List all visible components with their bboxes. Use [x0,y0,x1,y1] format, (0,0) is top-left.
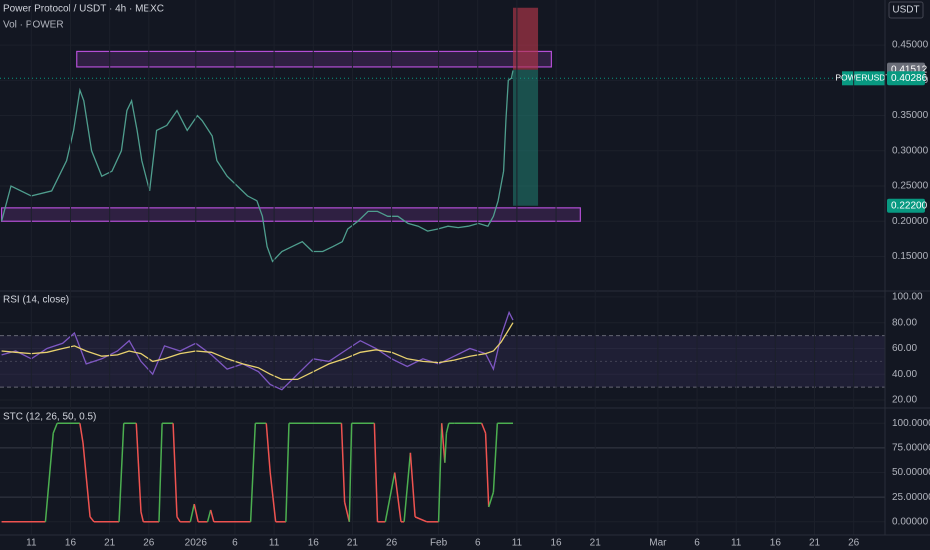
stc-segment [140,511,145,522]
tag-name-box [842,71,885,86]
stc-segment [393,472,402,522]
currency-button[interactable] [888,1,924,19]
stc-segment [52,422,58,434]
stc-segment [135,423,142,512]
stc-segment [445,423,450,434]
x-tick-label: 26 [848,538,860,549]
stc-segment [373,423,379,522]
zone [0,207,581,222]
x-tick-label: Feb [430,538,448,549]
price-tag-label: 0.41512 [891,64,928,75]
y-tick-label: 0.00000 [892,516,929,527]
stc-segment [348,423,353,522]
stc-segment [340,423,346,503]
tag-name: POWERUSDT [835,73,890,83]
x-tick-label: 21 [590,538,602,549]
stc-segment [193,503,199,522]
stc-segment [403,452,412,522]
y-tick-label: 0.35000 [892,110,929,121]
y-tick-label: 50.00000 [892,467,930,478]
stc-segment [172,423,178,517]
x-tick-label: 6 [232,538,238,549]
x-tick-label: 16 [550,538,562,549]
stc-segment [480,422,487,434]
stc-segment [118,423,125,522]
zone [76,50,552,68]
x-tick-label: Mar [649,538,667,549]
panel-title: Power Protocol / USDT · 4h · MEXC [3,4,164,15]
y-tick-label: 0.15000 [892,251,929,262]
x-tick-label: 6 [475,538,481,549]
x-tick-label: 6 [694,538,700,549]
stc-segment [158,423,163,522]
x-tick-label: 26 [143,538,155,549]
y-tick-label: 40.00 [892,369,917,380]
panel-title: RSI (14, close) [3,295,69,306]
x-tick-label: 16 [770,538,782,549]
x-tick-label: 11 [512,538,523,549]
stc-segment [409,452,416,517]
stc-segment [484,433,490,508]
stc-segment [189,503,195,522]
y-tick-label: 0.30000 [892,145,929,156]
stc-segment [440,423,446,463]
y-tick-label: 100.00 [892,292,923,303]
x-tick-label: 2026 [185,538,208,549]
stc-segment [82,442,91,517]
series-line [1,322,514,381]
stc-segment [285,423,290,522]
y-tick-label: 75.00000 [892,443,930,454]
y-tick-label: 25.00000 [892,492,930,503]
x-tick-label: 16 [65,538,77,549]
stc-segment [44,433,55,522]
x-tick-label: 16 [308,538,320,549]
price-tag [887,71,925,86]
stc-segment [206,509,212,522]
stc-segment [343,501,351,522]
stc-segment [492,423,499,493]
currency-label[interactable]: USDT [892,5,919,16]
y-tick-label: 60.00 [892,343,917,354]
y-tick-label: 0.25000 [892,181,929,192]
stc-segment [79,423,84,444]
stc-segment [176,516,181,523]
stc-segment [384,472,396,522]
price-tag-label: 0.40286 [891,73,928,84]
x-tick-label: 21 [809,538,821,549]
stc-segment [209,509,215,522]
panel-subtitle: Vol · POWER [3,20,64,31]
stc-segment [89,516,95,523]
x-tick-label: 21 [104,538,116,549]
x-tick-label: 11 [731,538,742,549]
y-tick-label: 0.45000 [892,40,929,51]
y-tick-label: 80.00 [892,317,917,328]
x-tick-label: 21 [347,538,359,549]
panel-title: STC (12, 26, 50, 0.5) [3,412,96,423]
x-tick-label: 26 [386,538,398,549]
stc-segment [269,472,277,522]
series-line [1,310,514,391]
y-tick-label: 0.20000 [892,216,929,227]
y-tick-label: 100.00000 [892,418,930,429]
x-tick-label: 11 [26,538,37,549]
stc-segment [444,433,448,463]
y-tick-label: 20.00 [892,395,917,406]
stc-segment [487,492,495,508]
stc-segment [249,423,257,522]
stc-segment [414,516,428,523]
stc-segment [437,423,443,522]
x-tick-label: 11 [269,538,280,549]
price-tag [887,198,925,213]
stc-segment [265,423,271,473]
price-tag-label: 0.22200 [891,200,928,211]
series-line [0,70,514,263]
